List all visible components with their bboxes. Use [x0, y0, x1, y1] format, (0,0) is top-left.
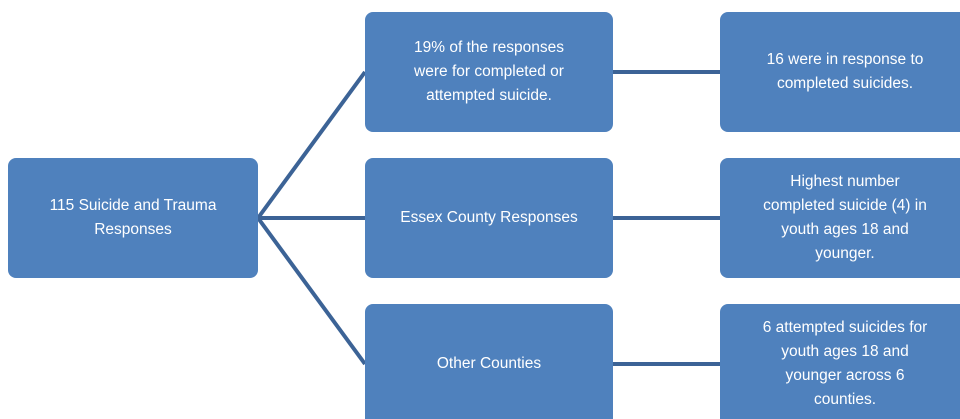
node-label: 115 Suicide and Trauma	[50, 197, 217, 214]
node-box	[720, 304, 960, 419]
node-label: counties.	[814, 391, 876, 408]
node-box	[720, 158, 960, 278]
node-label: Highest number	[790, 173, 899, 190]
node-box	[365, 12, 613, 132]
node-box	[365, 158, 613, 278]
node-label: Essex County Responses	[400, 209, 578, 226]
node-label: completed suicides.	[777, 75, 913, 92]
node-label: Responses	[94, 221, 172, 238]
node-box	[8, 158, 258, 278]
connectors	[256, 70, 720, 366]
node-label: Other Counties	[437, 355, 541, 372]
node: Highest number completed suicide (4) in yo…	[720, 158, 960, 278]
node-box	[365, 304, 613, 419]
node-label: younger across 6	[786, 367, 905, 384]
node-label: youth ages 18 and	[781, 221, 909, 238]
node: Essex County Responses	[365, 158, 613, 278]
node-label: younger.	[815, 245, 874, 262]
node-label: completed suicide (4) in	[763, 197, 927, 214]
node-label: 19% of the responses	[414, 39, 564, 56]
node-box	[720, 12, 960, 132]
node-label: 16 were in response to	[767, 51, 924, 68]
node: 6 attempted suicides for youth ages 18 an…	[720, 304, 960, 419]
node-label: attempted suicide.	[426, 87, 552, 104]
node: 19% of the responses were for completed o…	[365, 12, 613, 132]
connector	[256, 70, 367, 220]
node-label: 6 attempted suicides for	[763, 319, 928, 336]
node: Other Counties	[365, 304, 613, 419]
node: 16 were in response to completed suicides…	[720, 12, 960, 132]
connector	[256, 216, 367, 366]
node: 115 Suicide and Trauma Responses	[8, 158, 258, 278]
node-label: were for completed or	[413, 63, 564, 80]
node-label: youth ages 18 and	[781, 343, 909, 360]
